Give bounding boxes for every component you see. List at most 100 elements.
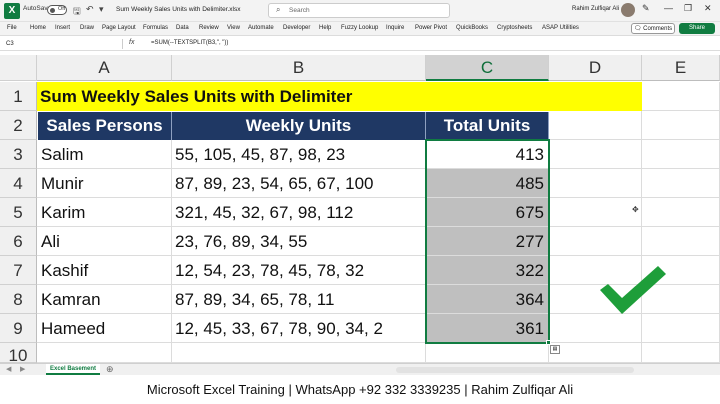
column-header-d[interactable]: D <box>549 55 642 81</box>
grid-cell[interactable] <box>642 140 720 169</box>
total-units-cell[interactable]: 277 <box>426 227 549 256</box>
header-total-units[interactable]: Total Units <box>426 112 549 140</box>
name-cell[interactable]: Karim <box>37 198 172 227</box>
tab-page-layout[interactable]: Page Layout <box>102 25 136 31</box>
header-weekly-units[interactable]: Weekly Units <box>172 112 426 140</box>
grid-cell[interactable] <box>549 140 642 169</box>
save-icon[interactable]: 🖫 <box>73 6 81 16</box>
name-cell[interactable]: Salim <box>37 140 172 169</box>
tab-view[interactable]: View <box>227 25 240 31</box>
tab-power-pivot[interactable]: Power Pivot <box>415 25 448 31</box>
tab-inquire[interactable]: Inquire <box>386 25 405 31</box>
tab-insert[interactable]: Insert <box>55 25 71 31</box>
sheet-title[interactable]: Sum Weekly Sales Units with Delimiter <box>37 82 642 111</box>
total-units-cell[interactable]: 675 <box>426 198 549 227</box>
tab-developer[interactable]: Developer <box>283 25 311 31</box>
tab-fuzzy-lookup[interactable]: Fuzzy Lookup <box>341 25 379 31</box>
search-box[interactable]: ⌕ Search <box>268 3 450 18</box>
tab-asap-utilities[interactable]: ASAP Utilities <box>542 25 579 31</box>
row-header-4[interactable]: 4 <box>0 169 37 198</box>
column-header-b[interactable]: B <box>172 55 426 81</box>
tab-formulas[interactable]: Formulas <box>143 25 169 31</box>
weekly-units-cell[interactable]: 55, 105, 45, 87, 98, 23 <box>172 140 426 169</box>
pen-icon[interactable]: ✎ <box>642 3 650 13</box>
total-units-cell[interactable]: 361 <box>426 314 549 343</box>
column-header-e[interactable]: E <box>642 55 720 81</box>
total-units-cell[interactable]: 364 <box>426 285 549 314</box>
grid-cell[interactable] <box>37 343 172 363</box>
total-units-cell[interactable]: 322 <box>426 256 549 285</box>
grid-cell[interactable] <box>642 227 720 256</box>
weekly-units-cell[interactable]: 87, 89, 23, 54, 65, 67, 100 <box>172 169 426 198</box>
tab-data[interactable]: Data <box>176 25 189 31</box>
row-header-3[interactable]: 3 <box>0 140 37 169</box>
grid-cell[interactable] <box>642 82 720 111</box>
grid-cell[interactable] <box>642 198 720 227</box>
grid-cell[interactable] <box>549 169 642 198</box>
tab-file[interactable]: File <box>7 25 17 31</box>
name-cell[interactable]: Munir <box>37 169 172 198</box>
row-header-2[interactable]: 2 <box>0 111 37 140</box>
row-header-9[interactable]: 9 <box>0 314 37 343</box>
grid-cell[interactable] <box>426 343 549 363</box>
header-sales-persons[interactable]: Sales Persons <box>38 112 172 140</box>
row-header-7[interactable]: 7 <box>0 256 37 285</box>
tab-quickbooks[interactable]: QuickBooks <box>456 25 489 31</box>
sheet-prev-icon[interactable]: ◀ <box>6 366 12 373</box>
formula-input[interactable]: =SUM(--TEXTSPLIT(B3,", ")) <box>151 40 229 46</box>
grid-cell[interactable] <box>642 111 720 140</box>
grid-cell[interactable] <box>549 198 642 227</box>
name-cell[interactable]: Ali <box>37 227 172 256</box>
undo-icon[interactable]: ↶ <box>86 4 94 14</box>
weekly-units-cell[interactable]: 87, 89, 34, 65, 78, 11 <box>172 285 426 314</box>
fill-handle[interactable] <box>546 340 551 345</box>
add-sheet-icon[interactable]: ⊕ <box>106 364 114 374</box>
grid-cell[interactable] <box>642 169 720 198</box>
tab-cryptosheets[interactable]: Cryptosheets <box>497 25 533 31</box>
total-units-cell[interactable]: 413 <box>426 140 549 169</box>
tab-home[interactable]: Home <box>30 25 47 31</box>
sheet-tab-excel-basement[interactable]: Excel Basement <box>46 364 100 375</box>
name-cell[interactable]: Hameed <box>37 314 172 343</box>
minimize-icon[interactable]: — <box>664 3 673 13</box>
autosave-toggle[interactable]: Off <box>47 5 67 15</box>
select-all-corner[interactable] <box>0 55 37 81</box>
close-icon[interactable]: ✕ <box>704 3 712 13</box>
grid-cell[interactable] <box>549 111 642 140</box>
restore-icon[interactable]: ❐ <box>684 3 693 13</box>
grid-cell[interactable] <box>642 343 720 363</box>
name-cell[interactable]: Kamran <box>37 285 172 314</box>
grid-cell[interactable] <box>549 285 642 314</box>
row-header-1[interactable]: 1 <box>0 82 37 111</box>
fx-icon[interactable]: fx <box>129 39 135 46</box>
sheet-next-icon[interactable]: ▶ <box>20 366 26 373</box>
avatar[interactable] <box>621 3 635 17</box>
grid-cell[interactable] <box>549 256 642 285</box>
name-cell[interactable]: Kashif <box>37 256 172 285</box>
user-name[interactable]: Rahim Zulfiqar Ali <box>572 6 620 12</box>
share-button[interactable]: Share <box>679 23 715 34</box>
tab-draw[interactable]: Draw <box>80 25 95 31</box>
quick-analysis-icon[interactable]: ▤ <box>550 345 560 354</box>
grid-cell[interactable] <box>549 314 642 343</box>
tab-review[interactable]: Review <box>199 25 219 31</box>
comments-button[interactable]: 🗨 Comments <box>631 23 675 34</box>
grid-cell[interactable] <box>172 343 426 363</box>
weekly-units-cell[interactable]: 23, 76, 89, 34, 55 <box>172 227 426 256</box>
total-units-cell[interactable]: 485 <box>426 169 549 198</box>
customize-chevron-icon[interactable]: ▾ <box>99 4 104 14</box>
grid-cell[interactable] <box>642 314 720 343</box>
grid-cell[interactable] <box>549 227 642 256</box>
row-header-6[interactable]: 6 <box>0 227 37 256</box>
row-header-5[interactable]: 5 <box>0 198 37 227</box>
column-header-c[interactable]: C <box>426 55 549 81</box>
weekly-units-cell[interactable]: 12, 54, 23, 78, 45, 78, 32 <box>172 256 426 285</box>
row-header-8[interactable]: 8 <box>0 285 37 314</box>
weekly-units-cell[interactable]: 12, 45, 33, 67, 78, 90, 34, 2 <box>172 314 426 343</box>
row-header-10[interactable]: 10 <box>0 343 37 365</box>
column-header-a[interactable]: A <box>37 55 172 81</box>
name-box[interactable]: C3 <box>3 39 123 49</box>
grid-cell[interactable] <box>549 343 642 363</box>
tab-help[interactable]: Help <box>319 25 332 31</box>
weekly-units-cell[interactable]: 321, 45, 32, 67, 98, 112 <box>172 198 426 227</box>
